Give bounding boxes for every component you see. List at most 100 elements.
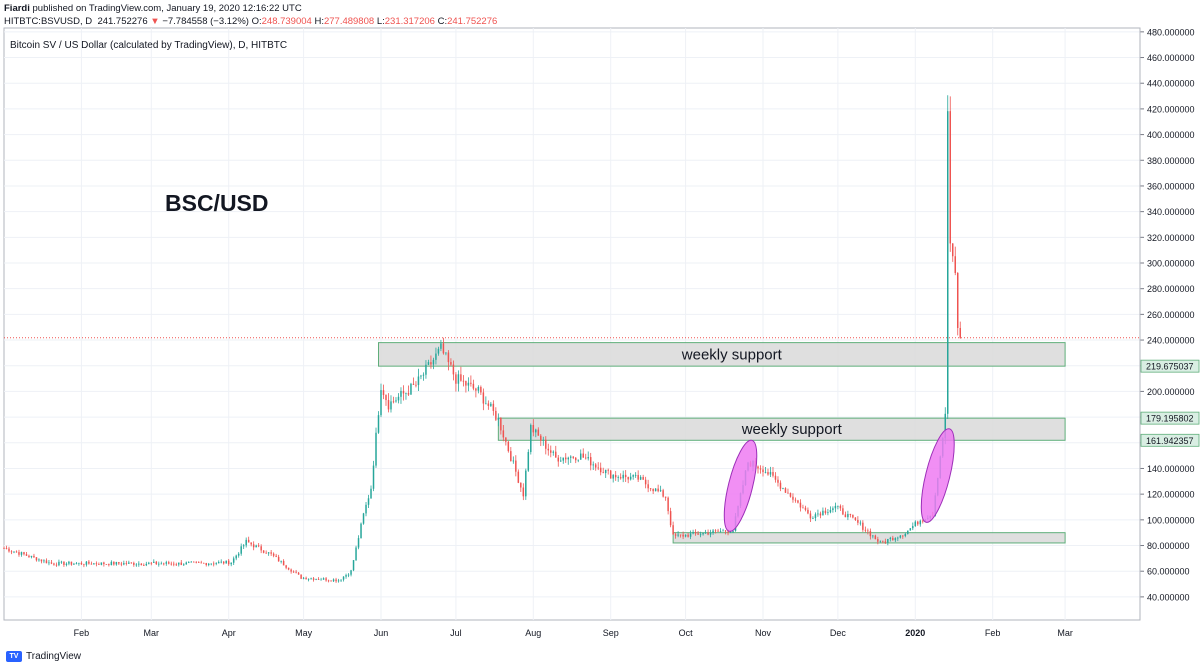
candle-body [175,564,178,566]
highlight-ellipse[interactable] [914,426,961,525]
ohlc-high-value: 277.489808 [323,16,375,27]
y-tick-label: 40.000000 [1147,592,1190,602]
candle-body [589,457,592,466]
candle-body [422,374,425,376]
candle-body [78,562,80,564]
candle-body [834,505,837,509]
candle-body [460,374,462,381]
candle-body [582,453,584,458]
price-chart[interactable]: weekly support weekly support Bitcoin SV … [0,0,1200,650]
time-axis[interactable]: Feb Mar Apr May Jun Jul Aug Sep Oct Nov Dec 2020 Feb… [74,628,1073,638]
candle-body [574,457,577,461]
candle-body [797,500,799,503]
footer-brand[interactable]: TradingView [26,651,82,662]
candle-body [68,561,70,564]
candle-body [869,531,872,537]
candle-body [792,496,794,500]
candle-body [312,578,315,580]
candle-body [552,451,555,453]
candle-body [262,550,265,553]
candle-body [385,395,387,401]
candle-body [50,562,53,564]
candle-body [430,362,432,365]
candle-body [292,571,295,573]
candle-body [310,578,312,580]
ohlc-close-label: C: [437,16,448,27]
candle-body [807,509,809,514]
candle-body [844,514,847,518]
candle-body [862,522,864,530]
plot-area[interactable] [3,27,1141,621]
candle-body [63,561,65,565]
candle-body [497,417,500,420]
candle-body [854,517,857,520]
candle-body [183,564,185,566]
y-tick-label: 120.000000 [1147,490,1195,500]
candle-body [904,533,907,536]
candle-body [570,456,572,458]
zone-label: weekly support [741,421,843,438]
y-tick-label: 140.000000 [1147,464,1195,474]
y-tick-label: 260.000000 [1147,310,1195,320]
candle-body [347,574,350,576]
candle-body [672,525,674,535]
candle-body [230,562,232,565]
candle-body [874,535,877,540]
candle-body [812,518,814,519]
candle-body [562,457,565,461]
ohlc-open-label: O: [251,16,262,27]
candle-body [919,520,922,525]
author-name[interactable]: Fiardi [4,3,30,14]
candle-body [185,562,188,565]
candle-body [362,513,365,524]
y-tick-label: 60.000000 [1147,567,1190,577]
candle-body [517,471,520,483]
candle-body [133,562,135,565]
tradingview-logo-icon[interactable]: TV [6,651,22,662]
candle-body [602,472,604,474]
y-tick-label: 400.000000 [1147,130,1195,140]
candle-body [317,579,320,580]
candle-body [540,435,542,441]
candle-body [202,562,205,564]
candle-body [225,560,227,564]
candle-body [784,488,787,493]
candle-body [150,562,153,564]
candle-body [165,562,168,564]
support-zone[interactable] [378,342,1066,367]
price-axis[interactable]: 40.000000 60.000000 80.000000 100.000000 120… [1139,27,1195,620]
candle-body [28,555,30,558]
candle-body [270,552,272,554]
candle-body [232,558,235,563]
candle-body [442,343,445,354]
candle-body [692,531,694,534]
candle-body [892,537,894,541]
annotation-title: BSC/USD [165,190,269,216]
candle-body [138,563,140,565]
x-tick-label: Sep [603,628,619,638]
highlight-ellipse[interactable] [718,437,764,534]
x-tick-label: Aug [525,628,541,638]
candle-body [480,386,482,393]
candle-body [255,545,257,548]
candle-body [669,511,672,526]
candle-body [188,562,190,563]
support-zone[interactable] [497,417,1066,441]
publish-info: Fiardi published on TradingView.com, Jan… [4,3,302,14]
candle-body [88,561,90,564]
candle-body [267,552,270,554]
candle-body [872,535,874,537]
candle-body [560,460,562,462]
candle-body [530,424,532,453]
candle-body [712,530,714,533]
candle-body [173,563,175,565]
candle-body [60,561,63,563]
support-zone[interactable] [672,532,1066,544]
candle-body [120,563,123,565]
candle-body [432,359,435,365]
candle-body [567,457,570,460]
candle-body [717,530,719,532]
zone-label: weekly support [681,346,783,363]
candle-body [629,476,632,480]
candle-body [779,482,782,489]
